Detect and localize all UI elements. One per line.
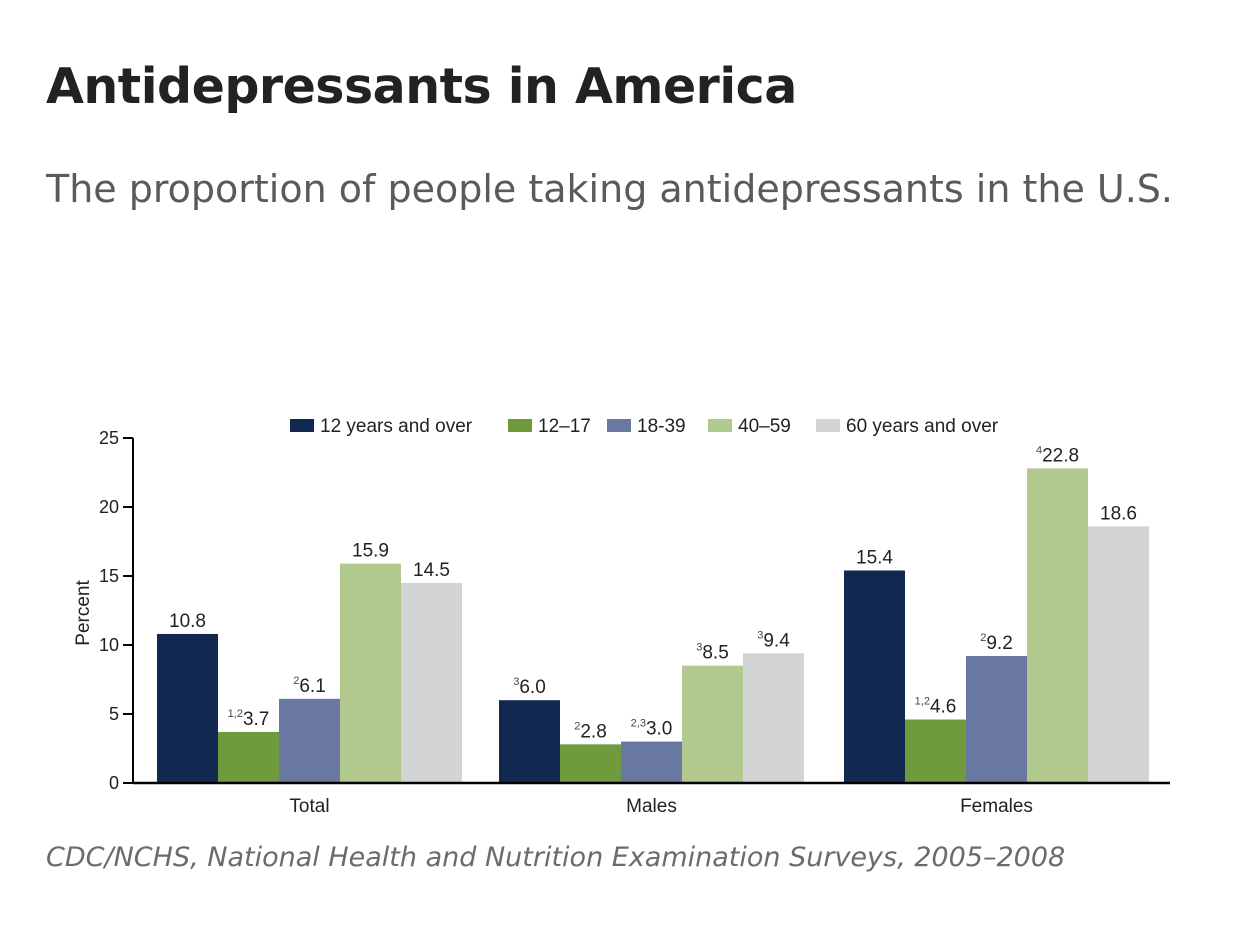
data-label: 14.5 bbox=[413, 560, 450, 581]
page-title: Antidepressants in America bbox=[46, 58, 797, 115]
bar bbox=[560, 744, 621, 783]
y-tick-label: 5 bbox=[109, 704, 119, 724]
data-label: 15.4 bbox=[856, 547, 893, 568]
x-category-label: Males bbox=[626, 796, 677, 817]
data-label: 18.6 bbox=[1100, 503, 1137, 524]
y-tick-label: 20 bbox=[99, 497, 119, 517]
y-tick-label: 0 bbox=[109, 773, 119, 793]
source-caption: CDC/NCHS, National Health and Nutrition … bbox=[46, 842, 1066, 873]
legend-label: 12 years and over bbox=[320, 416, 473, 437]
legend-label: 12–17 bbox=[538, 416, 591, 437]
legend-swatch bbox=[816, 419, 840, 432]
y-tick-label: 15 bbox=[99, 566, 119, 586]
x-category-label: Total bbox=[289, 796, 329, 817]
bar bbox=[743, 653, 804, 783]
legend-swatch bbox=[508, 419, 532, 432]
data-label: 422.8 bbox=[1036, 444, 1079, 466]
data-label: 1,24.6 bbox=[915, 696, 957, 718]
bar bbox=[218, 731, 279, 783]
data-label: 1,23.7 bbox=[228, 708, 270, 730]
y-tick-label: 25 bbox=[99, 428, 119, 448]
legend-swatch bbox=[607, 419, 631, 432]
bar bbox=[340, 563, 401, 783]
legend-label: 60 years and over bbox=[846, 416, 999, 437]
data-label: 26.1 bbox=[293, 675, 326, 697]
data-label: 29.2 bbox=[980, 632, 1013, 654]
data-label: 10.8 bbox=[169, 611, 206, 632]
legend-label: 18-39 bbox=[637, 416, 686, 437]
bar bbox=[401, 582, 462, 783]
bar bbox=[1027, 468, 1088, 783]
bar bbox=[682, 665, 743, 783]
bar bbox=[499, 700, 560, 783]
x-category-label: Females bbox=[960, 796, 1033, 817]
y-tick-label: 10 bbox=[99, 635, 119, 655]
data-label: 15.9 bbox=[352, 541, 389, 562]
bar bbox=[966, 656, 1027, 783]
legend-swatch bbox=[708, 419, 732, 432]
data-label: 22.8 bbox=[574, 720, 607, 742]
legend-swatch bbox=[290, 419, 314, 432]
bar bbox=[1088, 526, 1149, 783]
bar bbox=[844, 570, 905, 783]
bar bbox=[621, 741, 682, 783]
y-axis-label: Percent bbox=[73, 580, 94, 646]
bar bbox=[279, 698, 340, 783]
bar bbox=[905, 719, 966, 783]
data-label: 38.5 bbox=[696, 642, 729, 664]
legend-label: 40–59 bbox=[738, 416, 791, 437]
data-label: 2,33.0 bbox=[631, 718, 673, 740]
page-subtitle: The proportion of people taking antidepr… bbox=[46, 167, 1174, 211]
bar bbox=[157, 633, 218, 783]
data-label: 39.4 bbox=[757, 629, 790, 651]
data-label: 36.0 bbox=[513, 676, 546, 698]
